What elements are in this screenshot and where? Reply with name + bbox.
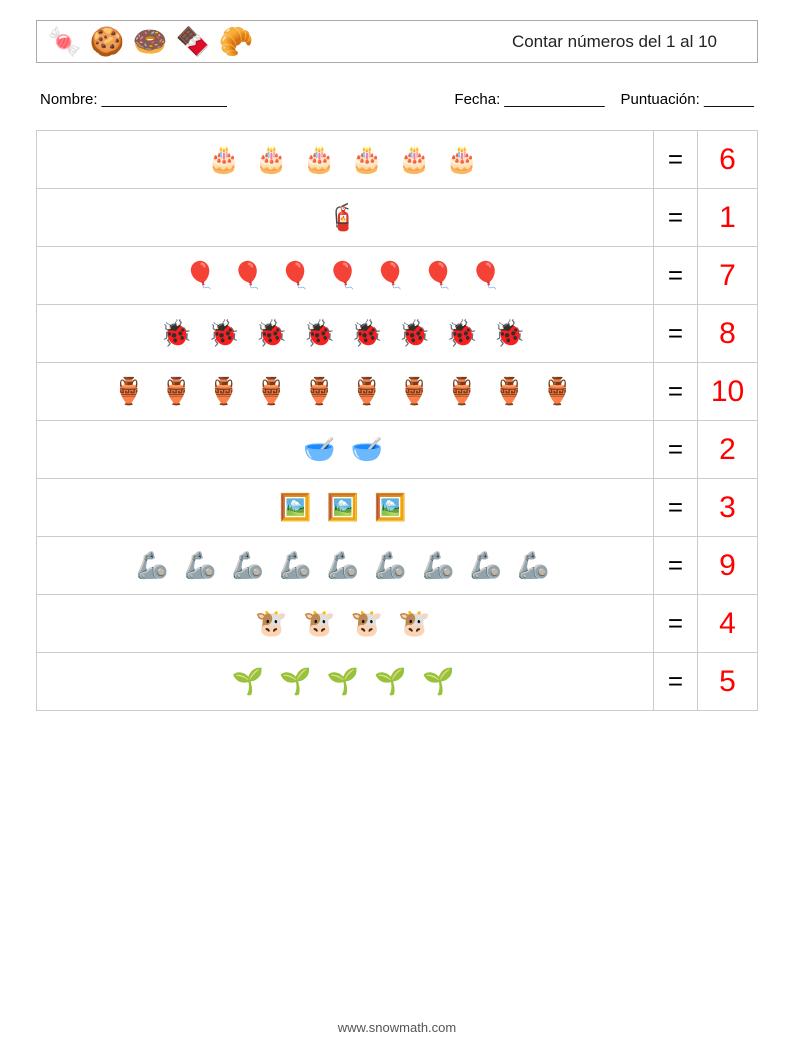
equals-cell: = [654, 421, 698, 479]
exercise-row: 🐞 🐞 🐞 🐞 🐞 🐞 🐞 🐞=8 [37, 305, 758, 363]
items-cell: 🧯 [37, 189, 654, 247]
answer-cell[interactable]: 7 [698, 247, 758, 305]
equals-cell: = [654, 247, 698, 305]
answer-cell[interactable]: 5 [698, 653, 758, 711]
exercise-row: 🌱 🌱 🌱 🌱 🌱=5 [37, 653, 758, 711]
exercise-row: 🦾 🦾 🦾 🦾 🦾 🦾 🦾 🦾 🦾=9 [37, 537, 758, 595]
exercise-body: 🎂 🎂 🎂 🎂 🎂 🎂=6🧯=1🎈 🎈 🎈 🎈 🎈 🎈 🎈=7🐞 🐞 🐞 🐞 🐞… [37, 131, 758, 711]
answer-cell[interactable]: 2 [698, 421, 758, 479]
worksheet-header: 🍬🍪🍩🍫🥐 Contar números del 1 al 10 [36, 20, 758, 63]
equals-cell: = [654, 653, 698, 711]
header-icon-0: 🍬 [47, 25, 82, 58]
answer-cell[interactable]: 9 [698, 537, 758, 595]
exercise-row: 🎈 🎈 🎈 🎈 🎈 🎈 🎈=7 [37, 247, 758, 305]
answer-cell[interactable]: 1 [698, 189, 758, 247]
items-cell: 🦾 🦾 🦾 🦾 🦾 🦾 🦾 🦾 🦾 [37, 537, 654, 595]
items-cell: 🥣 🥣 [37, 421, 654, 479]
answer-cell[interactable]: 3 [698, 479, 758, 537]
answer-cell[interactable]: 6 [698, 131, 758, 189]
equals-cell: = [654, 189, 698, 247]
exercise-row: 🐮 🐮 🐮 🐮=4 [37, 595, 758, 653]
exercise-row: 🎂 🎂 🎂 🎂 🎂 🎂=6 [37, 131, 758, 189]
answer-cell[interactable]: 10 [698, 363, 758, 421]
date-field[interactable]: Fecha: ____________ [454, 91, 604, 108]
student-info-row: Nombre: _______________ Fecha: _________… [36, 91, 758, 108]
equals-cell: = [654, 131, 698, 189]
header-icons: 🍬🍪🍩🍫🥐 [47, 25, 253, 58]
header-icon-2: 🍩 [133, 25, 168, 58]
equals-cell: = [654, 305, 698, 363]
items-cell: 🌱 🌱 🌱 🌱 🌱 [37, 653, 654, 711]
exercise-row: 🥣 🥣=2 [37, 421, 758, 479]
answer-cell[interactable]: 4 [698, 595, 758, 653]
equals-cell: = [654, 595, 698, 653]
equals-cell: = [654, 537, 698, 595]
exercise-table: 🎂 🎂 🎂 🎂 🎂 🎂=6🧯=1🎈 🎈 🎈 🎈 🎈 🎈 🎈=7🐞 🐞 🐞 🐞 🐞… [36, 130, 758, 711]
items-cell: 🎂 🎂 🎂 🎂 🎂 🎂 [37, 131, 654, 189]
header-icon-3: 🍫 [176, 25, 211, 58]
items-cell: 🐮 🐮 🐮 🐮 [37, 595, 654, 653]
header-icon-1: 🍪 [90, 25, 125, 58]
items-cell: 🐞 🐞 🐞 🐞 🐞 🐞 🐞 🐞 [37, 305, 654, 363]
page-footer: www.snowmath.com [0, 1020, 794, 1035]
name-field[interactable]: Nombre: _______________ [40, 91, 454, 108]
items-cell: 🖼️ 🖼️ 🖼️ [37, 479, 654, 537]
exercise-row: 🏺 🏺 🏺 🏺 🏺 🏺 🏺 🏺 🏺 🏺=10 [37, 363, 758, 421]
items-cell: 🎈 🎈 🎈 🎈 🎈 🎈 🎈 [37, 247, 654, 305]
worksheet-title: Contar números del 1 al 10 [512, 32, 717, 52]
answer-cell[interactable]: 8 [698, 305, 758, 363]
header-icon-4: 🥐 [219, 25, 254, 58]
exercise-row: 🧯=1 [37, 189, 758, 247]
score-field[interactable]: Puntuación: ______ [621, 91, 754, 108]
equals-cell: = [654, 363, 698, 421]
exercise-row: 🖼️ 🖼️ 🖼️=3 [37, 479, 758, 537]
items-cell: 🏺 🏺 🏺 🏺 🏺 🏺 🏺 🏺 🏺 🏺 [37, 363, 654, 421]
equals-cell: = [654, 479, 698, 537]
